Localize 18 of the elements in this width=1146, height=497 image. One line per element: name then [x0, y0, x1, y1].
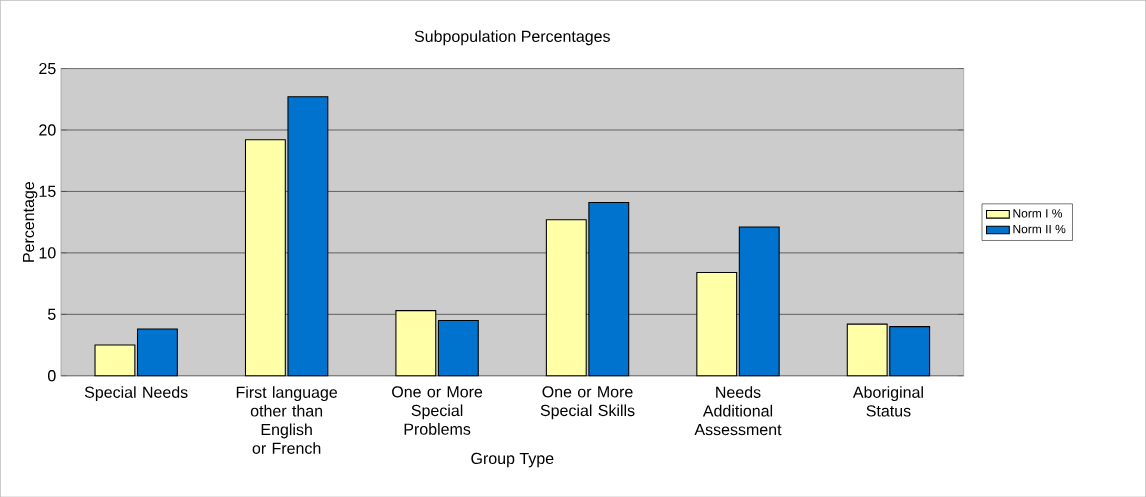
y-tick-label: 15: [39, 185, 56, 197]
chart-title: Subpopulation Percentages: [414, 30, 610, 45]
x-axis-title: Group Type: [471, 452, 554, 468]
x-tick-label: One or More Special Skills: [540, 385, 635, 420]
bar: [437, 319, 479, 377]
y-tick-label: 0: [47, 369, 56, 382]
y-tick-label: 20: [39, 124, 56, 136]
x-tick-label: Aboriginal Status: [852, 385, 923, 417]
x-tick-label: One or More Special Problems: [392, 385, 483, 435]
legend-label: Norm II %: [1013, 224, 1066, 234]
y-tick-label: 10: [39, 247, 56, 259]
y-axis-title: Percentage: [22, 181, 38, 262]
y-tick-label: 5: [48, 308, 56, 320]
x-tick-label: First language other than English or French: [236, 385, 338, 454]
x-tick-label: Needs Additional Assessment: [694, 385, 782, 436]
x-tick-label: Special Needs: [84, 385, 188, 401]
y-tick-label: 25: [39, 62, 56, 74]
legend-label: Norm I %: [1013, 208, 1063, 218]
